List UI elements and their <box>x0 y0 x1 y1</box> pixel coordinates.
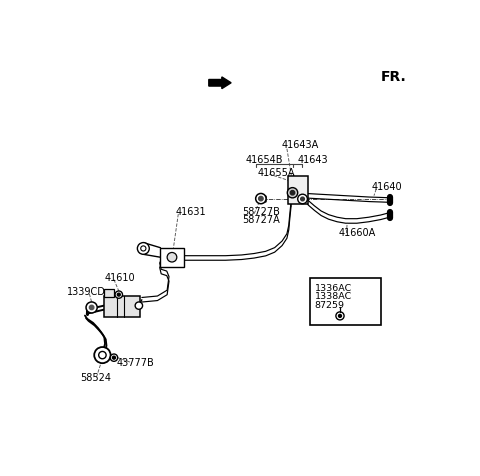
Circle shape <box>141 246 146 251</box>
Circle shape <box>300 197 304 201</box>
FancyArrow shape <box>209 77 231 89</box>
Text: FR.: FR. <box>381 70 407 84</box>
Text: 41655A: 41655A <box>257 168 295 178</box>
Bar <box>288 176 309 204</box>
Circle shape <box>298 194 307 204</box>
Bar <box>104 289 114 297</box>
Circle shape <box>290 190 295 195</box>
Circle shape <box>99 351 106 359</box>
Circle shape <box>89 305 94 310</box>
Text: 58727B: 58727B <box>242 207 280 217</box>
Circle shape <box>256 193 266 204</box>
Circle shape <box>112 356 115 359</box>
Circle shape <box>94 347 110 363</box>
Text: 41654B: 41654B <box>246 156 284 166</box>
Bar <box>310 278 382 326</box>
Text: 58524: 58524 <box>81 373 111 383</box>
Text: 41643A: 41643A <box>281 140 319 150</box>
Text: 43777B: 43777B <box>117 358 154 368</box>
Circle shape <box>338 315 341 317</box>
Circle shape <box>86 302 97 313</box>
Text: 41631: 41631 <box>175 207 206 217</box>
Text: 1338AC: 1338AC <box>315 292 352 301</box>
Text: 41643: 41643 <box>297 156 328 166</box>
Circle shape <box>288 188 298 198</box>
Circle shape <box>135 302 143 309</box>
Text: 41660A: 41660A <box>338 228 375 238</box>
Text: 41610: 41610 <box>105 273 135 283</box>
Circle shape <box>167 252 177 262</box>
Text: 1336AC: 1336AC <box>315 284 352 293</box>
Circle shape <box>115 291 122 298</box>
Circle shape <box>117 293 120 296</box>
Circle shape <box>336 312 344 320</box>
Text: 87259: 87259 <box>315 301 345 310</box>
Text: 58727A: 58727A <box>242 215 280 225</box>
Text: 1339CD: 1339CD <box>67 288 106 298</box>
Circle shape <box>110 354 118 361</box>
Bar <box>104 296 140 317</box>
Circle shape <box>137 243 149 254</box>
Text: 41640: 41640 <box>372 182 402 192</box>
Bar <box>160 248 183 267</box>
Circle shape <box>259 197 263 201</box>
